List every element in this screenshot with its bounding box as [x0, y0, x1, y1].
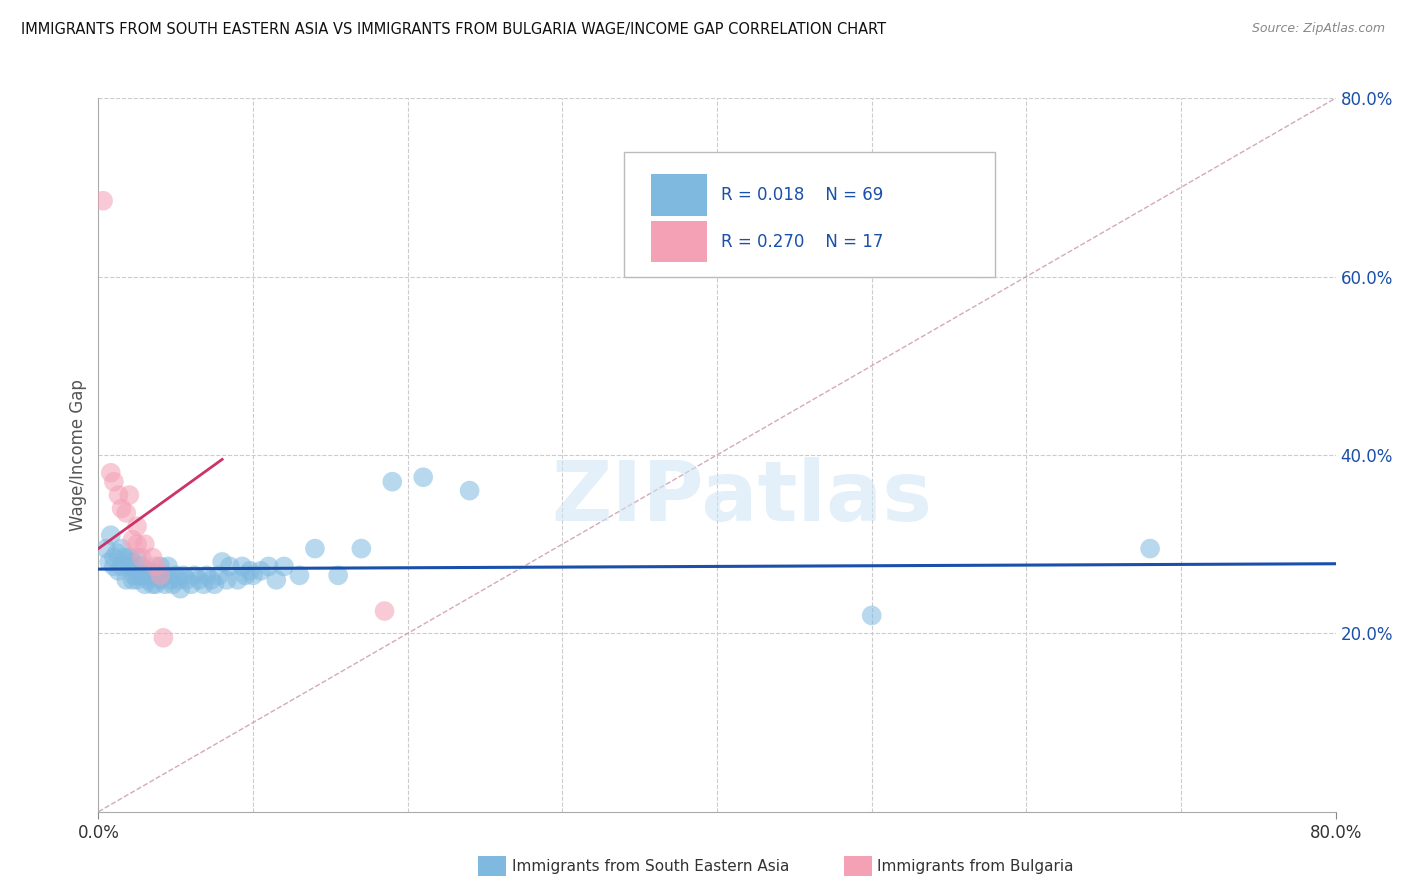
Point — [121, 555, 143, 569]
Point — [118, 559, 141, 574]
Point — [176, 573, 198, 587]
Point — [273, 559, 295, 574]
Point — [152, 568, 174, 582]
Point — [149, 573, 172, 587]
FancyBboxPatch shape — [651, 175, 707, 216]
Point — [91, 194, 114, 208]
Point — [458, 483, 481, 498]
Point — [152, 631, 174, 645]
Point — [134, 537, 156, 551]
Text: Immigrants from Bulgaria: Immigrants from Bulgaria — [877, 859, 1074, 873]
Point — [162, 577, 184, 591]
Point — [250, 564, 273, 578]
Text: Source: ZipAtlas.com: Source: ZipAtlas.com — [1251, 22, 1385, 36]
Point — [145, 577, 167, 591]
Point — [115, 573, 138, 587]
Point — [183, 568, 205, 582]
Y-axis label: Wage/Income Gap: Wage/Income Gap — [69, 379, 87, 531]
Point — [127, 573, 149, 587]
Point — [173, 568, 195, 582]
Point — [111, 559, 134, 574]
Point — [149, 568, 172, 582]
Point — [100, 528, 122, 542]
Point — [146, 568, 169, 582]
Point — [412, 470, 434, 484]
Point — [131, 550, 153, 565]
Point — [131, 559, 153, 574]
Text: Immigrants from South Eastern Asia: Immigrants from South Eastern Asia — [512, 859, 789, 873]
Point — [200, 573, 222, 587]
FancyBboxPatch shape — [624, 152, 995, 277]
Point — [127, 537, 149, 551]
Point — [165, 568, 187, 582]
Text: IMMIGRANTS FROM SOUTH EASTERN ASIA VS IMMIGRANTS FROM BULGARIA WAGE/INCOME GAP C: IMMIGRANTS FROM SOUTH EASTERN ASIA VS IM… — [21, 22, 886, 37]
Point — [180, 577, 202, 591]
Point — [115, 506, 138, 520]
Point — [157, 559, 180, 574]
Point — [136, 573, 159, 587]
Point — [134, 568, 156, 582]
Point — [103, 475, 125, 489]
Point — [142, 550, 165, 565]
Point — [167, 573, 190, 587]
Point — [142, 577, 165, 591]
Text: R = 0.018    N = 69: R = 0.018 N = 69 — [721, 186, 883, 204]
Point — [350, 541, 373, 556]
Point — [127, 550, 149, 565]
Point — [266, 573, 288, 587]
Point — [129, 568, 152, 582]
Point — [114, 550, 136, 565]
Point — [242, 568, 264, 582]
Point — [257, 559, 280, 574]
Point — [149, 559, 172, 574]
Point — [96, 541, 118, 556]
Point — [226, 573, 249, 587]
Point — [142, 568, 165, 582]
Point — [145, 559, 167, 574]
Point — [153, 577, 176, 591]
Point — [105, 546, 128, 560]
Point — [118, 488, 141, 502]
Point — [219, 559, 242, 574]
Point — [118, 550, 141, 565]
Point — [100, 466, 122, 480]
Point — [121, 533, 143, 547]
Point — [127, 519, 149, 533]
Point — [208, 568, 231, 582]
Point — [239, 564, 262, 578]
Point — [138, 564, 160, 578]
Point — [374, 604, 396, 618]
Point — [381, 475, 404, 489]
Point — [122, 568, 145, 582]
Point — [169, 582, 191, 596]
Point — [107, 564, 129, 578]
Point — [211, 555, 233, 569]
Point — [98, 555, 121, 569]
Point — [103, 550, 125, 565]
Point — [288, 568, 311, 582]
Text: R = 0.270    N = 17: R = 0.270 N = 17 — [721, 233, 883, 251]
Point — [304, 541, 326, 556]
Point — [195, 568, 218, 582]
Point — [215, 573, 238, 587]
Point — [103, 559, 125, 574]
Point — [1139, 541, 1161, 556]
Point — [188, 573, 211, 587]
Point — [860, 608, 883, 623]
Point — [111, 541, 134, 556]
Point — [231, 559, 253, 574]
Point — [107, 488, 129, 502]
Point — [235, 568, 257, 582]
Point — [204, 577, 226, 591]
Point — [160, 573, 183, 587]
Point — [193, 577, 215, 591]
Point — [121, 573, 143, 587]
Point — [326, 568, 350, 582]
Point — [111, 501, 134, 516]
Point — [134, 577, 156, 591]
Text: ZIPatlas: ZIPatlas — [551, 458, 932, 538]
FancyBboxPatch shape — [651, 221, 707, 262]
